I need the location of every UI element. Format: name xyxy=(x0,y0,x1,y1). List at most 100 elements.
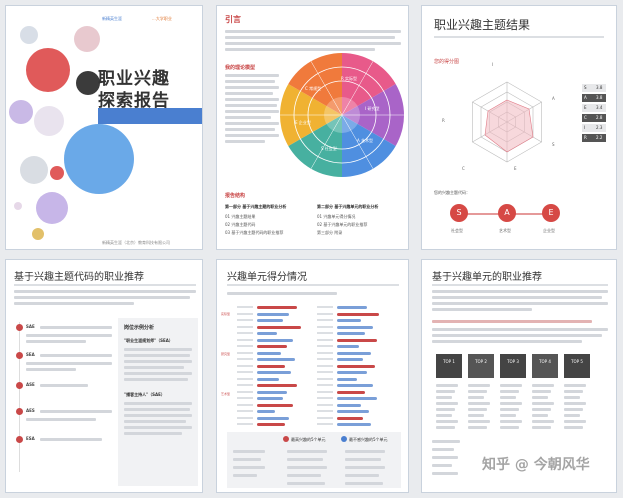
bar-label xyxy=(237,416,253,419)
text-line xyxy=(436,396,452,399)
bar-label xyxy=(317,397,333,399)
part1-item: 02 兴趣主题代码 xyxy=(225,222,256,227)
text-line xyxy=(225,48,375,51)
code-entry: SAE xyxy=(26,324,35,329)
text-line xyxy=(500,390,519,393)
unit-bar xyxy=(257,306,297,309)
text-line xyxy=(432,448,454,451)
cover-title-line1: 职业兴趣 xyxy=(98,69,170,89)
side-item: "职业生涯规划师"（SEA） xyxy=(124,338,173,343)
text-line xyxy=(227,292,337,295)
text-line xyxy=(564,426,583,429)
bar-label xyxy=(237,351,253,354)
bar-label xyxy=(317,410,333,412)
timeline-dot xyxy=(16,352,23,359)
text-line xyxy=(287,482,325,485)
decor-circle xyxy=(34,106,64,136)
decor-circle xyxy=(9,100,33,124)
intro-page[interactable]: 引言 我的理论模型 xyxy=(216,5,409,250)
text-line xyxy=(432,440,460,443)
text-line xyxy=(124,414,192,417)
text-line xyxy=(432,456,458,459)
timeline-dot xyxy=(16,382,23,389)
bar-label xyxy=(317,364,333,367)
text-line xyxy=(432,334,602,337)
text-line xyxy=(564,390,583,393)
text-line xyxy=(432,290,608,293)
decor-circle xyxy=(14,202,22,210)
text-line xyxy=(532,390,551,393)
watermark: 知乎 @ 今朝风华 xyxy=(482,457,590,473)
part2-item: 02 基于兴趣单元的职业推荐 xyxy=(317,222,368,227)
cover-page[interactable]: 新精英生涯 ...大学职业 职业兴趣 探索报告 新精英生涯（北京）教育科技有限公… xyxy=(5,5,203,250)
hex-label: E xyxy=(514,166,517,171)
legend-dot-high xyxy=(283,436,289,442)
bar-label xyxy=(317,319,333,321)
unit-bar xyxy=(257,403,293,407)
bar-label xyxy=(237,325,253,328)
text-line xyxy=(40,384,88,387)
divider xyxy=(227,284,399,286)
unit-recommend-page[interactable]: 基于兴趣单元的职业推荐 TOP 1 TOP 2 TOP 3 TOP 4 TOP … xyxy=(421,259,617,493)
text-line xyxy=(40,438,102,441)
bar-label xyxy=(317,371,333,373)
bar-label xyxy=(237,403,253,406)
part2-title: 第二部分 基于兴趣单元的职业分析 xyxy=(317,204,379,209)
unit-bar xyxy=(257,312,289,316)
unit-bar xyxy=(337,403,361,407)
unit-bar xyxy=(337,410,369,413)
hex-label: S xyxy=(552,142,555,147)
text-line xyxy=(532,408,551,411)
unit-side-label: 研究型 xyxy=(221,352,231,356)
top-box: TOP 3 xyxy=(500,354,526,378)
decor-circle xyxy=(36,192,68,224)
unit-bar xyxy=(257,345,287,348)
recommend-page[interactable]: 基于兴趣主题代码的职业推荐 SAE SEA ASE AES ESA 岗位示例分析… xyxy=(5,259,203,493)
text-line xyxy=(225,74,279,77)
results-page[interactable]: 职业兴趣主题结果 您的得分图 I A S E C R S 3.8 A 3.8 E 3.… xyxy=(421,5,617,250)
units-page[interactable]: 兴趣单元得分情况 实际型 研究型 艺术型 最高兴趣的5个单元 最不感兴趣的5个单… xyxy=(216,259,409,493)
bar-label xyxy=(317,423,333,425)
text-line xyxy=(124,402,192,405)
text-line xyxy=(40,326,112,329)
text-line xyxy=(564,408,583,411)
text-line xyxy=(468,384,490,387)
unit-bar xyxy=(337,377,357,381)
bar-label xyxy=(237,371,253,373)
divider xyxy=(434,36,604,38)
bar-label xyxy=(237,397,253,399)
text-line xyxy=(500,402,522,405)
score-chart-heading: 您的得分图 xyxy=(434,59,460,65)
text-line xyxy=(124,360,192,363)
results-heading: 职业兴趣主题结果 xyxy=(434,18,531,32)
unit-bar xyxy=(257,423,285,426)
intro-heading: 引言 xyxy=(225,15,241,24)
text-line xyxy=(432,308,532,311)
unit-bar xyxy=(257,364,285,368)
bar-label xyxy=(237,410,253,412)
text-line xyxy=(14,290,196,293)
code-entry: ASE xyxy=(26,382,35,387)
unit-bar xyxy=(257,416,289,420)
text-line xyxy=(345,458,381,461)
text-line xyxy=(233,474,257,477)
bar-label xyxy=(317,338,333,341)
decor-circle xyxy=(26,48,70,92)
text-line xyxy=(124,408,190,411)
text-line xyxy=(436,426,455,429)
score-row: C 2.8 xyxy=(582,114,606,122)
legend-low: 最不感兴趣的5个单元 xyxy=(349,437,388,442)
text-line xyxy=(432,320,592,323)
text-line xyxy=(436,420,458,423)
code-entry: SEA xyxy=(26,352,35,357)
unit-bar xyxy=(337,416,363,420)
unit-side-label: 实际型 xyxy=(221,312,231,316)
hex-label: C xyxy=(462,166,465,171)
text-line xyxy=(233,458,261,461)
score-row: R 2.2 xyxy=(582,134,606,142)
text-line xyxy=(225,140,265,143)
text-line xyxy=(436,414,452,417)
text-line xyxy=(225,122,279,125)
text-line xyxy=(26,362,112,365)
unit-bar xyxy=(337,423,371,426)
